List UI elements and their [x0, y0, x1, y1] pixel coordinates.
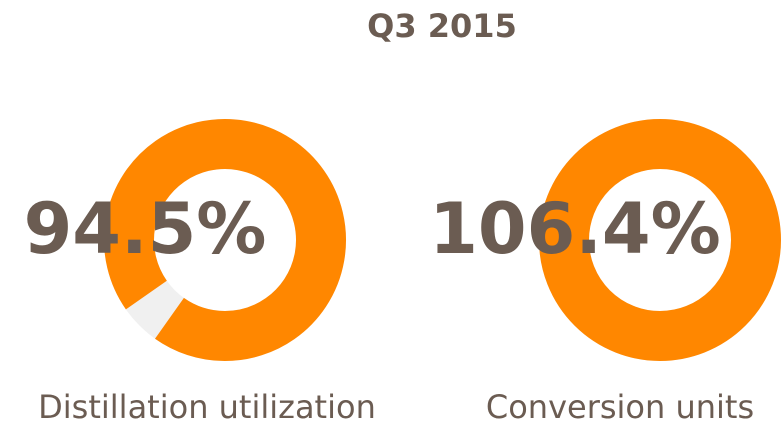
donut-arc: [104, 118, 346, 361]
value-label: 94.5%: [24, 188, 267, 270]
chart-label: Distillation utilization: [38, 388, 376, 426]
chart-label: Conversion units: [486, 388, 754, 426]
donut-arc: [539, 119, 781, 361]
page-title: Q3 2015: [367, 7, 517, 45]
value-label: 106.4%: [429, 188, 721, 270]
